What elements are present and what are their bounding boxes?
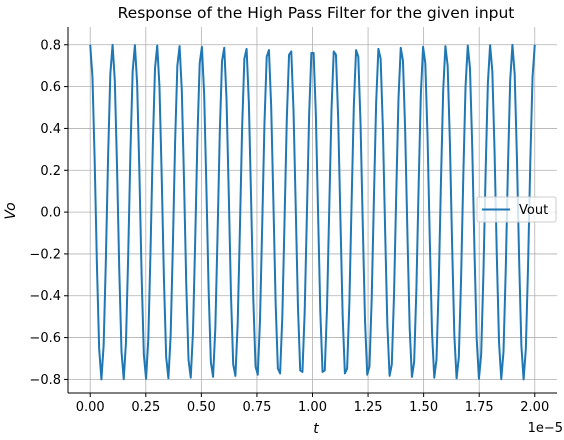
y-tick-label: −0.2 bbox=[29, 247, 61, 262]
x-axis-label: t bbox=[313, 421, 319, 437]
chart-title: Response of the High Pass Filter for the… bbox=[118, 4, 515, 22]
x-tick-label: 1.50 bbox=[409, 400, 438, 415]
x-tick-label: 0.00 bbox=[76, 400, 105, 415]
y-tick-label: −0.8 bbox=[29, 373, 61, 388]
series-line-vout bbox=[89, 43, 536, 381]
x-tick-label: 1.75 bbox=[465, 400, 494, 415]
x-tick-label: 1.25 bbox=[354, 400, 383, 415]
x-tick-label: 2.00 bbox=[520, 400, 549, 415]
y-tick-label: −0.4 bbox=[29, 289, 61, 304]
y-tick-label: 0.8 bbox=[40, 38, 61, 53]
grid bbox=[68, 27, 557, 393]
y-tick-label: 0.6 bbox=[40, 80, 61, 95]
axes: 0.00 0.25 0.50 0.75 1.00 1.25 1.50 1.75 2.00 −0.8… bbox=[29, 27, 557, 415]
y-tick-label: 0.2 bbox=[40, 164, 61, 179]
x-tick-label: 0.75 bbox=[242, 400, 271, 415]
x-tick-label: 0.25 bbox=[131, 400, 160, 415]
plot-area bbox=[89, 43, 536, 381]
y-tick-label: 0.0 bbox=[40, 206, 61, 221]
y-tick-label: 0.4 bbox=[40, 122, 61, 137]
legend-box bbox=[476, 196, 557, 223]
x-tick-label: 0.50 bbox=[187, 400, 216, 415]
x-tick-label: 1.00 bbox=[298, 400, 327, 415]
legend-label-vout: Vout bbox=[519, 203, 548, 218]
legend: Vout bbox=[476, 196, 557, 223]
x-axis-offset-label: 1e−5 bbox=[528, 421, 563, 436]
y-tick-label: −0.6 bbox=[29, 331, 61, 346]
y-axis-label: Vo bbox=[3, 202, 19, 219]
